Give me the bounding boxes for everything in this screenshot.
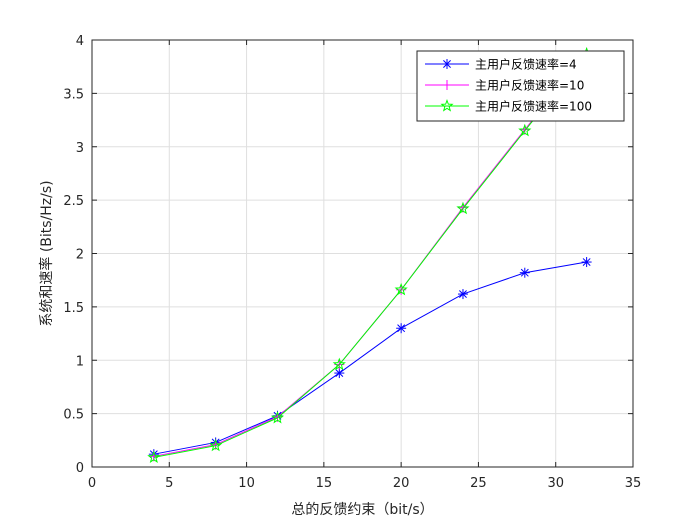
x-axis-label: 总的反馈约束（bit/s） bbox=[291, 502, 433, 518]
data-point bbox=[442, 59, 452, 69]
data-point bbox=[270, 410, 285, 424]
data-point bbox=[457, 289, 468, 300]
data-point bbox=[519, 267, 530, 278]
y-tick-label: 3 bbox=[76, 141, 84, 156]
marker-stroke bbox=[443, 60, 451, 68]
data-point bbox=[334, 368, 345, 379]
x-tick-label: 35 bbox=[625, 476, 642, 491]
marker-star bbox=[394, 282, 408, 296]
y-axis-label: 系统和速率 (Bits/Hz/s) bbox=[38, 180, 55, 326]
y-tick-label: 1 bbox=[76, 354, 84, 369]
x-tick-label: 30 bbox=[547, 476, 564, 491]
series-layer bbox=[147, 46, 594, 464]
legend: 主用户反馈速率=4 主用户反馈速率=10 主用户反馈速率=100 bbox=[416, 50, 625, 122]
marker-stroke bbox=[459, 290, 467, 299]
x-tick-label: 25 bbox=[470, 476, 487, 491]
marker-star bbox=[440, 99, 454, 112]
marker-star bbox=[270, 410, 285, 424]
marker-stroke bbox=[582, 258, 591, 266]
marker-stroke bbox=[335, 369, 344, 378]
data-point bbox=[394, 282, 408, 296]
x-tick-label: 0 bbox=[88, 476, 96, 491]
data-point bbox=[442, 80, 452, 90]
legend-box bbox=[416, 50, 625, 122]
legend-item: 主用户反馈速率=100 bbox=[425, 99, 592, 114]
legend-label: 主用户反馈速率=4 bbox=[475, 57, 577, 72]
marker-stroke bbox=[397, 324, 406, 333]
data-point bbox=[209, 438, 223, 452]
tick-labels: 0 5 10 15 20 25 30 35 0 0.5 1 1.5 2 2.5 3 3.5 4 bbox=[63, 34, 641, 491]
x-tick-label: 15 bbox=[316, 476, 333, 491]
y-tick-label: 2.5 bbox=[63, 194, 84, 209]
marker-star bbox=[456, 201, 470, 215]
series-line bbox=[153, 261, 587, 455]
marker-star bbox=[147, 450, 161, 464]
legend-item: 主用户反馈速率=4 bbox=[425, 57, 577, 72]
data-point bbox=[456, 201, 470, 215]
axes-frame bbox=[91, 39, 634, 468]
marker-stroke bbox=[520, 268, 529, 277]
legend-label: 主用户反馈速率=100 bbox=[475, 99, 592, 114]
x-tick-label: 20 bbox=[393, 476, 410, 491]
x-tick-label: 10 bbox=[238, 476, 255, 491]
data-point bbox=[440, 99, 454, 112]
data-point bbox=[581, 257, 592, 268]
legend-label: 主用户反馈速率=10 bbox=[475, 78, 584, 93]
data-point bbox=[332, 357, 346, 371]
data-point bbox=[147, 450, 161, 464]
y-tick-label: 0 bbox=[76, 461, 84, 476]
marker-star bbox=[518, 123, 532, 137]
marker-star bbox=[332, 357, 346, 371]
legend-item: 主用户反馈速率=10 bbox=[425, 78, 584, 93]
y-tick-label: 0.5 bbox=[63, 408, 84, 423]
y-tick-label: 2 bbox=[76, 248, 84, 263]
data-point bbox=[396, 323, 407, 334]
y-tick-label: 1.5 bbox=[63, 301, 84, 316]
y-tick-label: 3.5 bbox=[63, 87, 84, 102]
y-tick-label: 4 bbox=[76, 34, 84, 49]
data-point bbox=[518, 123, 532, 137]
x-tick-label: 5 bbox=[165, 476, 173, 491]
marker-star bbox=[209, 438, 223, 452]
series-line bbox=[153, 53, 588, 458]
